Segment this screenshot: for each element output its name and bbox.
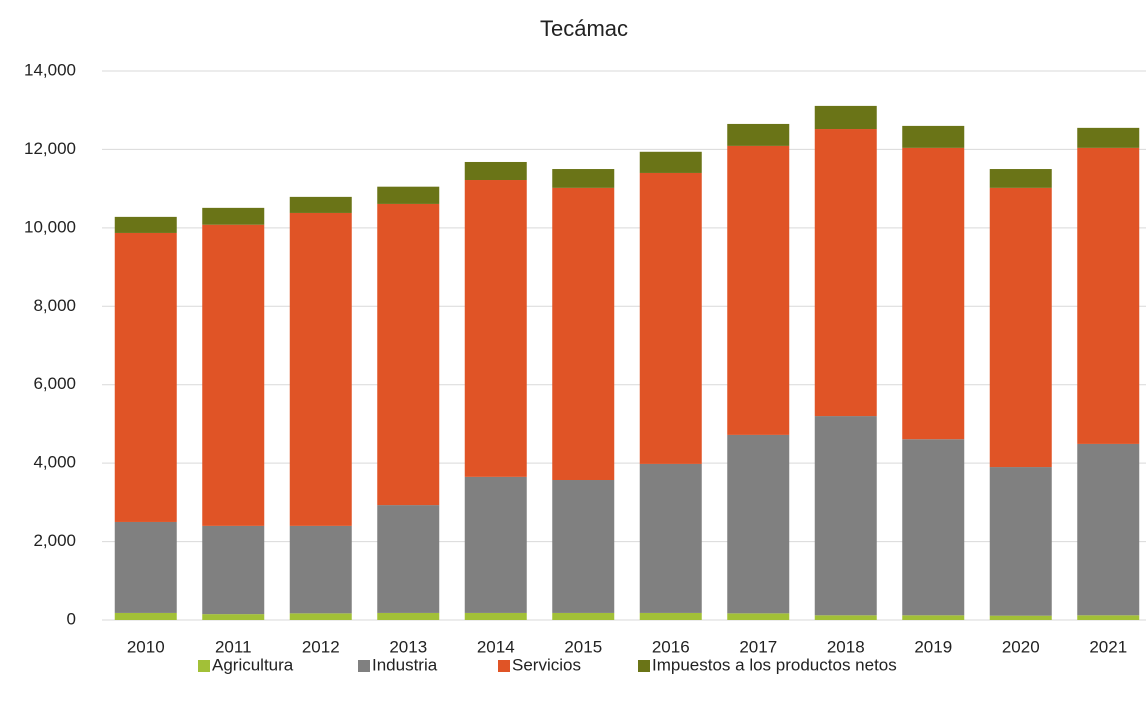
bar-segment: [464, 612, 527, 620]
y-tick-label: 10,000: [24, 217, 76, 236]
x-tick-label: 2019: [914, 637, 952, 656]
x-tick-label: 2010: [127, 637, 165, 656]
bar-segment: [202, 614, 265, 620]
bar-segment: [727, 434, 790, 614]
bar-segment: [814, 416, 877, 616]
y-tick-label: 2,000: [33, 531, 76, 550]
bar-segment: [464, 180, 527, 477]
bar-segment: [289, 613, 352, 620]
y-tick-label: 0: [67, 609, 76, 628]
bar-segment: [902, 147, 965, 440]
bar-segment: [202, 525, 265, 615]
bar-segment: [989, 187, 1052, 468]
x-tick-label: 2018: [827, 637, 865, 656]
bar-segment: [202, 224, 265, 526]
bar-segment: [202, 207, 265, 225]
bar-segment: [639, 612, 702, 620]
bar-segment: [377, 505, 440, 613]
bar-segment: [1077, 443, 1140, 616]
bar-segment: [989, 615, 1052, 620]
bar-segment: [639, 151, 702, 173]
bar-segment: [377, 203, 440, 506]
bar-segment: [552, 480, 615, 613]
legend-swatch: [358, 660, 370, 672]
bar-segment: [989, 169, 1052, 188]
bar-segment: [902, 615, 965, 620]
legend-label: Industria: [372, 655, 438, 674]
bar-segment: [114, 521, 177, 613]
bar-segment: [902, 439, 965, 616]
x-tick-label: 2016: [652, 637, 690, 656]
y-tick-label: 14,000: [24, 60, 76, 79]
bar-segment: [639, 172, 702, 464]
bar-segment: [814, 615, 877, 620]
y-tick-label: 12,000: [24, 139, 76, 158]
bar-segment: [289, 212, 352, 526]
legend-label: Servicios: [512, 655, 581, 674]
bar-segment: [552, 612, 615, 620]
bar-segment: [377, 612, 440, 620]
legend-swatch: [638, 660, 650, 672]
x-tick-label: 2011: [215, 637, 252, 656]
bar-segment: [289, 525, 352, 614]
bar-segment: [902, 125, 965, 148]
bar-segment: [814, 129, 877, 417]
x-tick-label: 2021: [1089, 637, 1127, 656]
bar-segment: [1077, 127, 1140, 148]
bar-segment: [727, 123, 790, 146]
bar-segment: [464, 476, 527, 613]
legend-swatch: [498, 660, 510, 672]
chart-title: Tecámac: [540, 16, 628, 41]
legend-label: Agricultura: [212, 655, 294, 674]
bar-segment: [727, 145, 790, 435]
x-tick-label: 2015: [564, 637, 602, 656]
bar-segment: [114, 216, 177, 233]
bar-segment: [114, 612, 177, 620]
bar-segment: [552, 187, 615, 481]
bar-segment: [814, 105, 877, 130]
bar-segment: [1077, 147, 1140, 444]
y-tick-label: 8,000: [33, 296, 76, 315]
legend-label: Impuestos a los productos netos: [652, 655, 897, 674]
bar-segment: [989, 467, 1052, 616]
bar-segment: [377, 186, 440, 204]
bar-segment: [552, 169, 615, 188]
bar-segment: [289, 196, 352, 213]
bar-segment: [464, 161, 527, 181]
x-tick-label: 2020: [1002, 637, 1040, 656]
bar-segment: [114, 232, 177, 522]
bar-segment: [727, 613, 790, 620]
x-tick-label: 2012: [302, 637, 340, 656]
x-tick-label: 2017: [739, 637, 777, 656]
legend-swatch: [198, 660, 210, 672]
y-tick-label: 6,000: [33, 374, 76, 393]
x-tick-label: 2013: [389, 637, 427, 656]
bar-segment: [1077, 615, 1140, 620]
y-tick-label: 4,000: [33, 453, 76, 472]
bar-segment: [639, 463, 702, 613]
x-tick-label: 2014: [477, 637, 515, 656]
